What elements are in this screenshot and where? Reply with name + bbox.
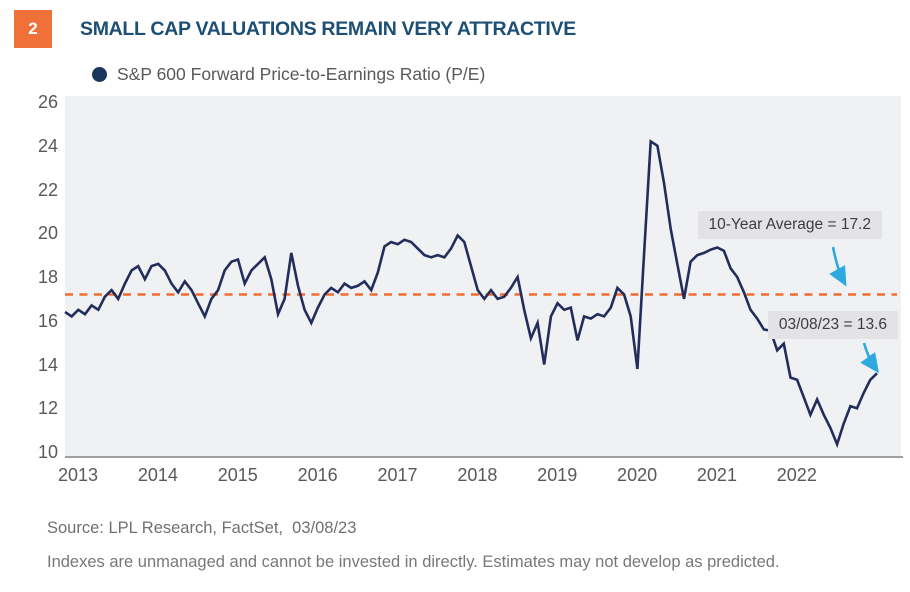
legend-marker-icon — [92, 67, 107, 82]
y-tick-label: 14 — [37, 354, 58, 375]
latest-value-annotation-label: 03/08/23 = 13.6 — [767, 311, 898, 339]
y-tick-label: 18 — [37, 267, 58, 287]
x-tick-label: 2021 — [696, 465, 737, 485]
x-tick-label: 2018 — [457, 465, 498, 485]
x-tick-label: 2013 — [57, 465, 99, 485]
x-tick-label: 2019 — [537, 465, 578, 485]
y-tick-label: 10 — [37, 442, 58, 462]
disclaimer-text: Indexes are unmanaged and cannot be inve… — [47, 553, 780, 571]
x-tick-label: 2016 — [297, 465, 338, 485]
avg-annotation-arrow-icon — [829, 246, 847, 287]
x-tick-label: 2020 — [617, 465, 658, 485]
chart-title: SMALL CAP VALUATIONS REMAIN VERY ATTRACT… — [80, 18, 576, 40]
y-tick-label: 12 — [37, 398, 58, 419]
source-text: Source: LPL Research, FactSet, 03/08/23 — [47, 519, 357, 537]
y-tick-label: 24 — [37, 135, 58, 156]
figure-number-badge: 2 — [14, 10, 52, 48]
x-tick-label: 2014 — [137, 465, 178, 485]
latest-annotation-arrow-icon — [860, 342, 880, 374]
x-tick-label: 2017 — [377, 465, 418, 485]
y-tick-label: 20 — [37, 223, 58, 244]
plot-background — [65, 96, 901, 456]
y-tick-label: 22 — [37, 179, 58, 200]
pe-ratio-line — [64, 139, 878, 449]
legend-label: S&P 600 Forward Price-to-Earnings Ratio … — [117, 64, 486, 84]
x-tick-label: 2022 — [776, 465, 817, 485]
x-tick-label: 2015 — [217, 465, 258, 485]
average-annotation-label: 10-Year Average = 17.2 — [697, 211, 882, 239]
y-tick-label: 26 — [37, 92, 58, 112]
legend: S&P 600 Forward Price-to-Earnings Ratio … — [92, 64, 485, 85]
y-tick-label: 16 — [37, 310, 58, 331]
